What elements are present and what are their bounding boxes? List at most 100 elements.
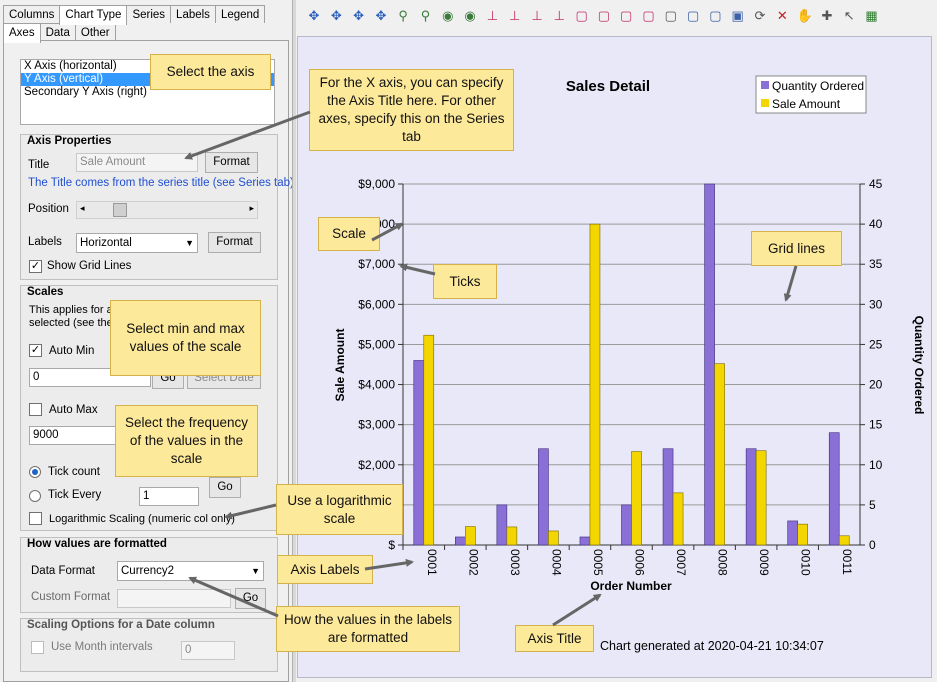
callout-log: Use a logarithmic scale — [276, 484, 403, 535]
splitter[interactable] — [292, 0, 296, 682]
log-scale-checkbox[interactable] — [29, 512, 42, 525]
bar-sale-0011 — [838, 535, 850, 546]
y-tick-label: $5,000 — [358, 337, 395, 351]
frame-7-icon[interactable]: ▢ — [709, 8, 722, 23]
month-intervals-label: Use Month intervals — [51, 641, 153, 653]
slider-thumb[interactable] — [113, 203, 127, 217]
zoom-in-y-icon[interactable]: ✥ — [353, 8, 365, 23]
position-label: Position — [28, 203, 69, 215]
callout-ticks: Ticks — [433, 264, 497, 299]
x-tick-label: 0008 — [716, 549, 730, 576]
tick-count-radio[interactable] — [29, 466, 41, 478]
frame-1-icon[interactable]: ▢ — [575, 8, 588, 23]
title-format-button[interactable]: Format — [205, 152, 258, 173]
zoom-out-y-icon[interactable]: ✥ — [375, 8, 387, 23]
top-tabs: Columns Chart Type Series Labels Legend — [3, 5, 266, 25]
axis-2-icon[interactable]: ⊥ — [509, 8, 521, 23]
axis-item-y2[interactable]: Secondary Y Axis (right) — [24, 86, 147, 98]
chart-title: Sales Detail — [566, 78, 650, 95]
y2-tick-label: 10 — [869, 458, 883, 472]
month-intervals-input[interactable]: 0 — [181, 641, 235, 660]
y-tick-label: $6,000 — [358, 297, 395, 311]
tab-legend[interactable]: Legend — [214, 5, 266, 23]
callout-value-format: How the values in the labels are formatt… — [276, 606, 460, 652]
tick-go-button[interactable]: Go — [209, 477, 241, 498]
tab-series[interactable]: Series — [126, 5, 172, 23]
frame-3-icon[interactable]: ▢ — [620, 8, 633, 23]
zoom-add-icon[interactable]: ✚ — [821, 8, 833, 23]
frame-4-icon[interactable]: ▢ — [642, 8, 655, 23]
custom-format-go-button[interactable]: Go — [235, 588, 266, 609]
labels-select[interactable]: Horizontal ▼ — [76, 233, 198, 253]
x-tick-label: 0005 — [591, 549, 605, 576]
zoom-point-out-icon[interactable]: ⚲ — [420, 8, 431, 23]
rotate-icon[interactable]: ⟳ — [754, 8, 766, 23]
view-2-icon[interactable]: ◉ — [464, 8, 476, 23]
x-tick-label: 0009 — [757, 549, 771, 576]
zoom-point-icon[interactable]: ⚲ — [398, 8, 408, 23]
tick-every-input[interactable]: 1 — [139, 487, 199, 506]
bar-quantity-0002 — [455, 536, 466, 546]
bar-sale-0007 — [672, 492, 684, 546]
y2-tick-label: 0 — [869, 538, 876, 552]
frame-5-icon[interactable]: ▢ — [664, 8, 677, 23]
tick-every-radio[interactable] — [29, 490, 41, 502]
frame-6-icon[interactable]: ▢ — [686, 8, 700, 23]
zoom-out-x-icon[interactable]: ✥ — [330, 8, 342, 23]
auto-min-checkbox[interactable]: ✓ — [29, 344, 42, 357]
show-grid-checkbox[interactable]: ✓ — [29, 260, 42, 273]
auto-min-label: Auto Min — [49, 345, 95, 357]
bar-sale-0006 — [631, 451, 642, 546]
tab-chart-type[interactable]: Chart Type — [59, 5, 128, 25]
bar-sale-0002 — [465, 526, 476, 546]
bar-quantity-0003 — [496, 504, 508, 546]
y2-tick-label: 40 — [869, 217, 883, 231]
y-tick-label: $9,000 — [358, 177, 395, 191]
labels-select-value: Horizontal — [80, 237, 132, 249]
export-icon[interactable]: ▦ — [865, 8, 878, 23]
legend-box — [755, 75, 867, 114]
frame-8-icon[interactable]: ▣ — [731, 8, 744, 23]
auto-max-checkbox[interactable] — [29, 403, 42, 416]
bar-sale-0005 — [589, 223, 601, 546]
y2-tick-label: 35 — [869, 257, 883, 271]
axis-3-icon[interactable]: ⊥ — [531, 8, 543, 23]
slider-right-arrow-icon[interactable]: ▸ — [249, 203, 254, 213]
callout-grid-lines: Grid lines — [751, 231, 842, 266]
position-slider[interactable]: ◂ ▸ — [76, 201, 258, 219]
y-tick-label: $3,000 — [358, 418, 395, 432]
slider-left-arrow-icon[interactable]: ◂ — [80, 203, 85, 213]
labels-format-button[interactable]: Format — [208, 232, 261, 253]
frame-2-icon[interactable]: ▢ — [597, 8, 611, 23]
tab-axes[interactable]: Axes — [3, 23, 41, 43]
bar-quantity-0007 — [662, 448, 674, 546]
legend-swatch-sale — [761, 99, 769, 107]
month-intervals-checkbox[interactable] — [31, 641, 44, 654]
tab-data[interactable]: Data — [39, 23, 76, 41]
callout-axis-labels: Axis Labels — [277, 555, 373, 584]
labels-label: Labels — [28, 236, 62, 248]
value-format-group: How values are formatted Data Format Cur… — [20, 537, 278, 613]
y2-tick-label: 30 — [869, 297, 883, 311]
custom-format-input[interactable] — [117, 589, 231, 608]
zoom-in-x-icon[interactable]: ✥ — [308, 8, 320, 23]
clear-icon[interactable]: ✕ — [776, 8, 788, 23]
axis-item-x[interactable]: X Axis (horizontal) — [24, 60, 117, 72]
tab-other[interactable]: Other — [74, 23, 116, 41]
axis-title-input[interactable]: Sale Amount — [76, 153, 198, 172]
tab-labels[interactable]: Labels — [170, 5, 216, 23]
y-tick-label: $ — [388, 538, 395, 552]
bar-quantity-0005 — [579, 536, 591, 546]
data-format-label: Data Format — [31, 565, 95, 577]
axis-4-icon[interactable]: ⊥ — [553, 8, 565, 23]
y-tick-label: $7,000 — [358, 257, 395, 271]
callout-scale: Scale — [318, 217, 380, 251]
callout-axis-title: Axis Title — [515, 625, 594, 652]
hand-icon[interactable]: ✋ — [796, 8, 813, 23]
data-format-select[interactable]: Currency2 ▼ — [117, 561, 264, 581]
view-icon[interactable]: ◉ — [442, 8, 454, 23]
axis-1-icon[interactable]: ⊥ — [486, 8, 499, 23]
callout-frequency: Select the frequency of the values in th… — [115, 405, 258, 477]
pointer-icon[interactable]: ↖ — [843, 8, 855, 23]
tab-columns[interactable]: Columns — [3, 5, 61, 23]
